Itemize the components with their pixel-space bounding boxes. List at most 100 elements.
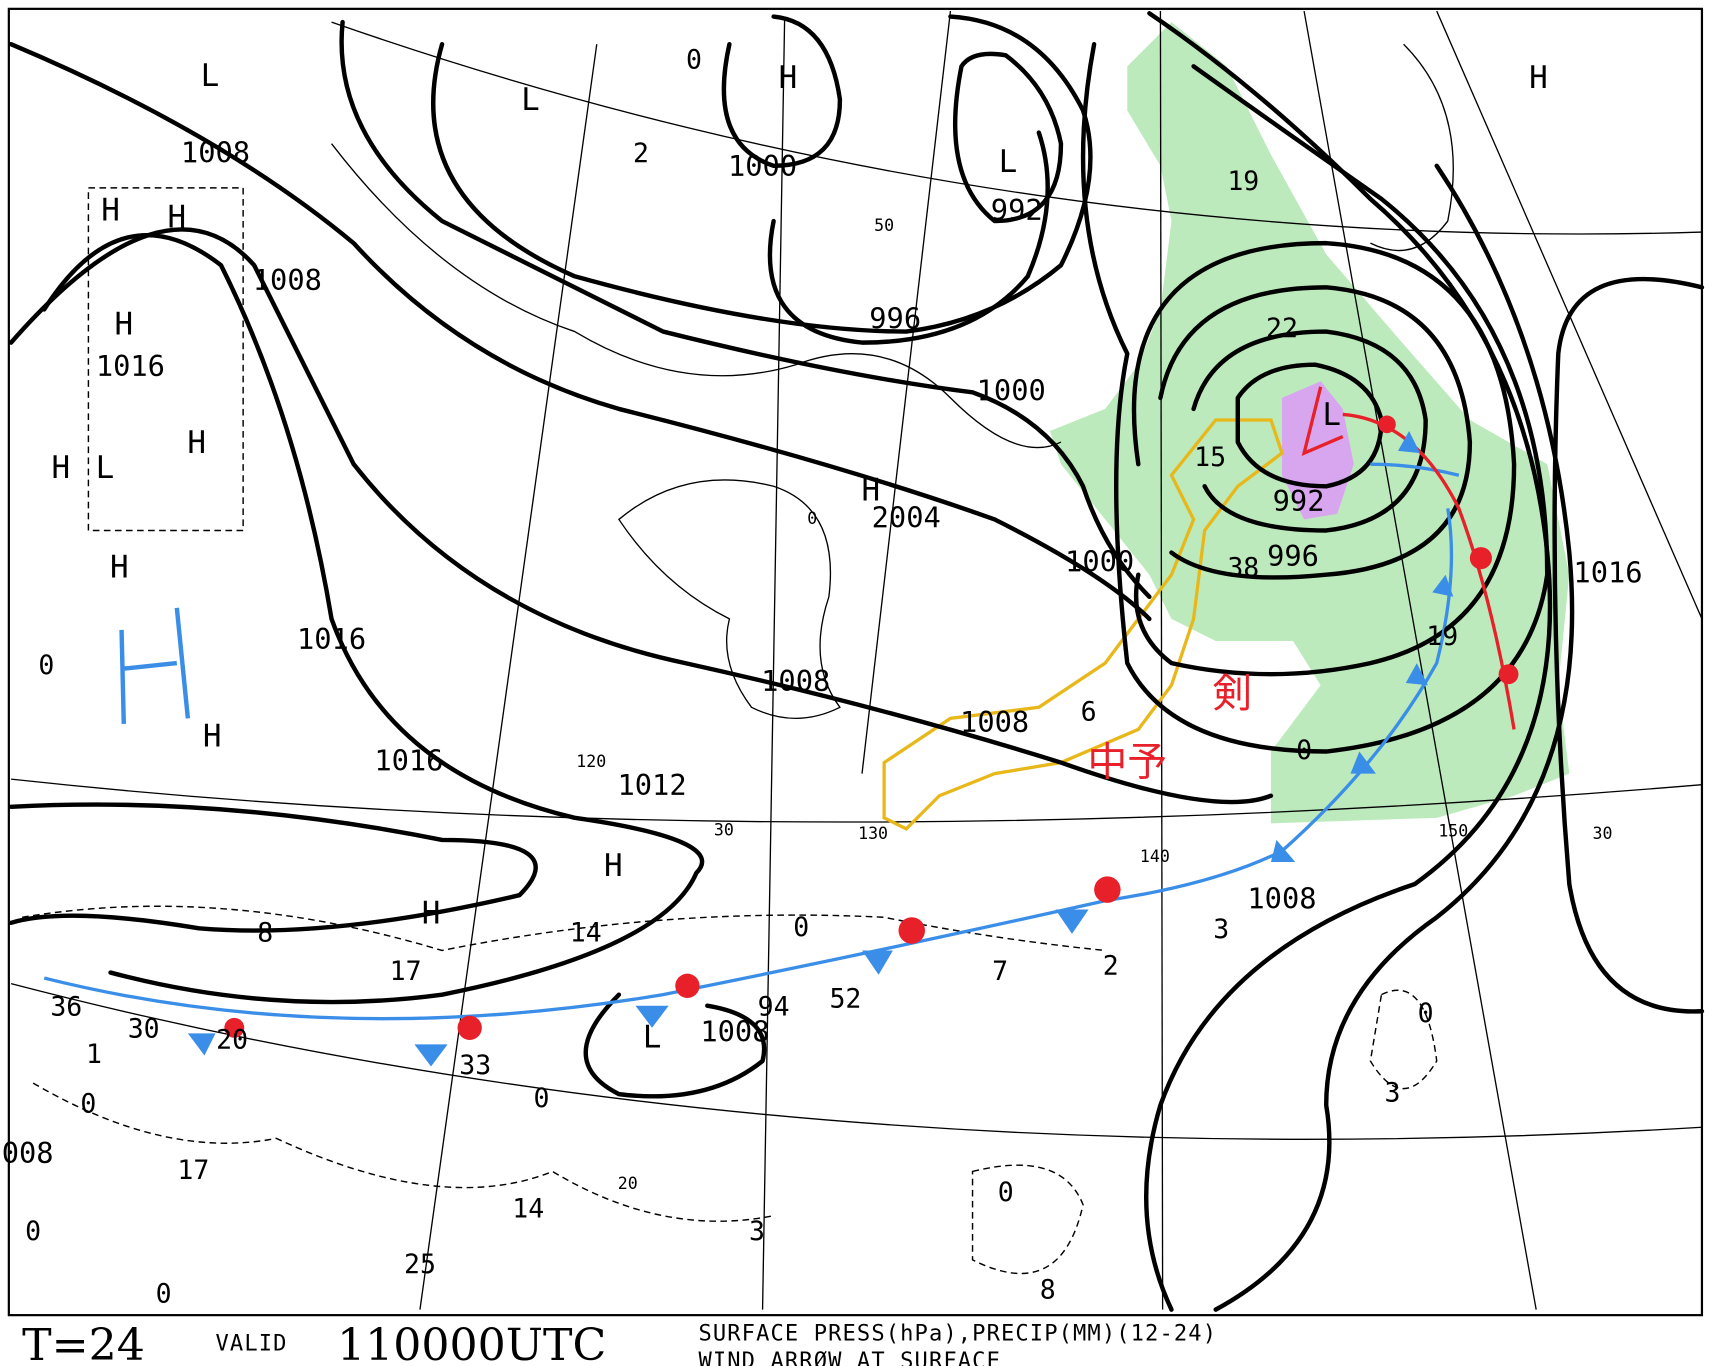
isobar-label: 1016: [297, 622, 366, 656]
fronts: [43, 386, 1519, 1067]
precip-label: 2: [633, 138, 649, 169]
isobar-label: 996: [869, 302, 921, 336]
isobar-label: 992: [1273, 484, 1325, 518]
precip-label: 8: [1040, 1274, 1056, 1305]
pressure-center: H: [168, 199, 187, 235]
pressure-center: H: [862, 472, 881, 508]
cold-front: [43, 462, 1460, 1021]
precip-label: 14: [512, 1194, 544, 1225]
pressure-center: H: [422, 896, 441, 932]
field-description: WIND ARRØW AT SURFACE: [698, 1348, 1001, 1366]
pressure-center: L: [643, 1019, 662, 1055]
isobar-label: 1000: [728, 149, 797, 183]
isobar-label: 992: [991, 193, 1043, 227]
grid-label: 140: [1140, 847, 1170, 866]
graticule: [10, 10, 1703, 1310]
isobar-label: 1008: [253, 263, 322, 297]
precip-label: 3: [1213, 914, 1229, 945]
isobars: [8, 11, 1705, 1312]
precip-label: 0: [686, 44, 702, 75]
pressure-center: H: [604, 848, 623, 884]
precip-label: 17: [390, 956, 422, 987]
isobar-label: 1008: [700, 1014, 769, 1048]
precip-label: 38: [1227, 553, 1259, 584]
precip-label: 0: [534, 1083, 550, 1114]
isobar-label: 1000: [1065, 545, 1134, 579]
valid-time: 110000UTC: [337, 1320, 606, 1366]
precip-label: 17: [177, 1155, 209, 1186]
pressure-center: H: [1529, 60, 1548, 96]
pressure-center: H: [779, 60, 798, 96]
precip-label: 2: [1103, 951, 1119, 982]
precip-contours: [21, 187, 1438, 1275]
front-semicircles: [224, 415, 1519, 1040]
isobar-label: 1016: [374, 744, 443, 778]
precip-label: 0: [25, 1216, 41, 1247]
isobar-label: 2004: [872, 500, 941, 534]
grid-label: 120: [576, 752, 606, 771]
precip-label: 3: [749, 1216, 765, 1247]
isobar-label: 008: [2, 1136, 54, 1170]
pressure-center: L: [999, 144, 1018, 180]
valid-label: VALID: [216, 1330, 288, 1356]
annotation: 剣: [1212, 671, 1252, 717]
grid-label: 20: [618, 1174, 638, 1193]
grid-label: 150: [1438, 822, 1468, 841]
map-frame: [7, 7, 1704, 1317]
precip-label: 6: [1081, 696, 1097, 727]
precip-label: 8: [257, 917, 273, 948]
isobar-label: 1016: [1573, 556, 1642, 590]
isobar-label: 1000: [977, 373, 1046, 407]
pressure-center: L: [521, 82, 540, 118]
precip-label: 1: [86, 1039, 102, 1070]
precip-label: 19: [1426, 621, 1458, 652]
precip-label: 0: [38, 650, 54, 681]
pressure-center: L: [96, 450, 115, 486]
pressure-center: H: [187, 425, 206, 461]
field-description: SURFACE PRESS(hPa),PRECIP(MM)(12-24): [698, 1320, 1217, 1346]
precip-label: 0: [1296, 735, 1312, 766]
pressure-center: H: [51, 450, 70, 486]
precip-label: 30: [128, 1014, 160, 1045]
precip-label: 3: [1385, 1078, 1401, 1109]
isobar-label: 1012: [617, 768, 686, 802]
precip-label: 0: [156, 1279, 172, 1310]
pressure-center: H: [203, 719, 222, 755]
isobar-label: 1008: [181, 136, 250, 170]
grid-label: 50: [874, 216, 894, 235]
isobar-label: 996: [1267, 539, 1319, 573]
precip-label: 36: [50, 991, 82, 1022]
precip-label: 0: [80, 1089, 96, 1120]
isobar-label: 1008: [1247, 882, 1316, 916]
pressure-center: L: [1322, 397, 1341, 433]
occlusion: [1301, 386, 1344, 456]
handwritten-high: [119, 607, 191, 724]
annotation: 中予: [1087, 739, 1167, 785]
precip-label: 15: [1194, 442, 1226, 473]
precip-label: 0: [998, 1177, 1014, 1208]
precip-label: 94: [758, 991, 790, 1022]
pressure-center: H: [114, 307, 133, 343]
front-triangles: [187, 431, 1454, 1067]
pressure-center: H: [110, 550, 129, 586]
precip-label: 19: [1227, 166, 1259, 197]
precip-label: 20: [216, 1025, 248, 1056]
isobar-label: 1008: [960, 705, 1029, 739]
pressure-center: L: [201, 58, 220, 94]
isobar-label: 1008: [761, 664, 830, 698]
precip-label: 0: [793, 912, 809, 943]
precip-label: 52: [829, 984, 861, 1015]
grid-label: 0: [807, 509, 817, 528]
forecast-time: T=24: [22, 1320, 145, 1366]
grid-label: 30: [714, 821, 734, 840]
grid-label: 130: [858, 824, 888, 843]
grid-label: 30: [1593, 824, 1613, 843]
precip-label: 7: [992, 956, 1008, 987]
isobar-label: 1016: [96, 349, 165, 383]
precip-label: 0: [1418, 998, 1434, 1029]
precip-label: 22: [1266, 313, 1298, 344]
precip-label: 14: [570, 917, 602, 948]
